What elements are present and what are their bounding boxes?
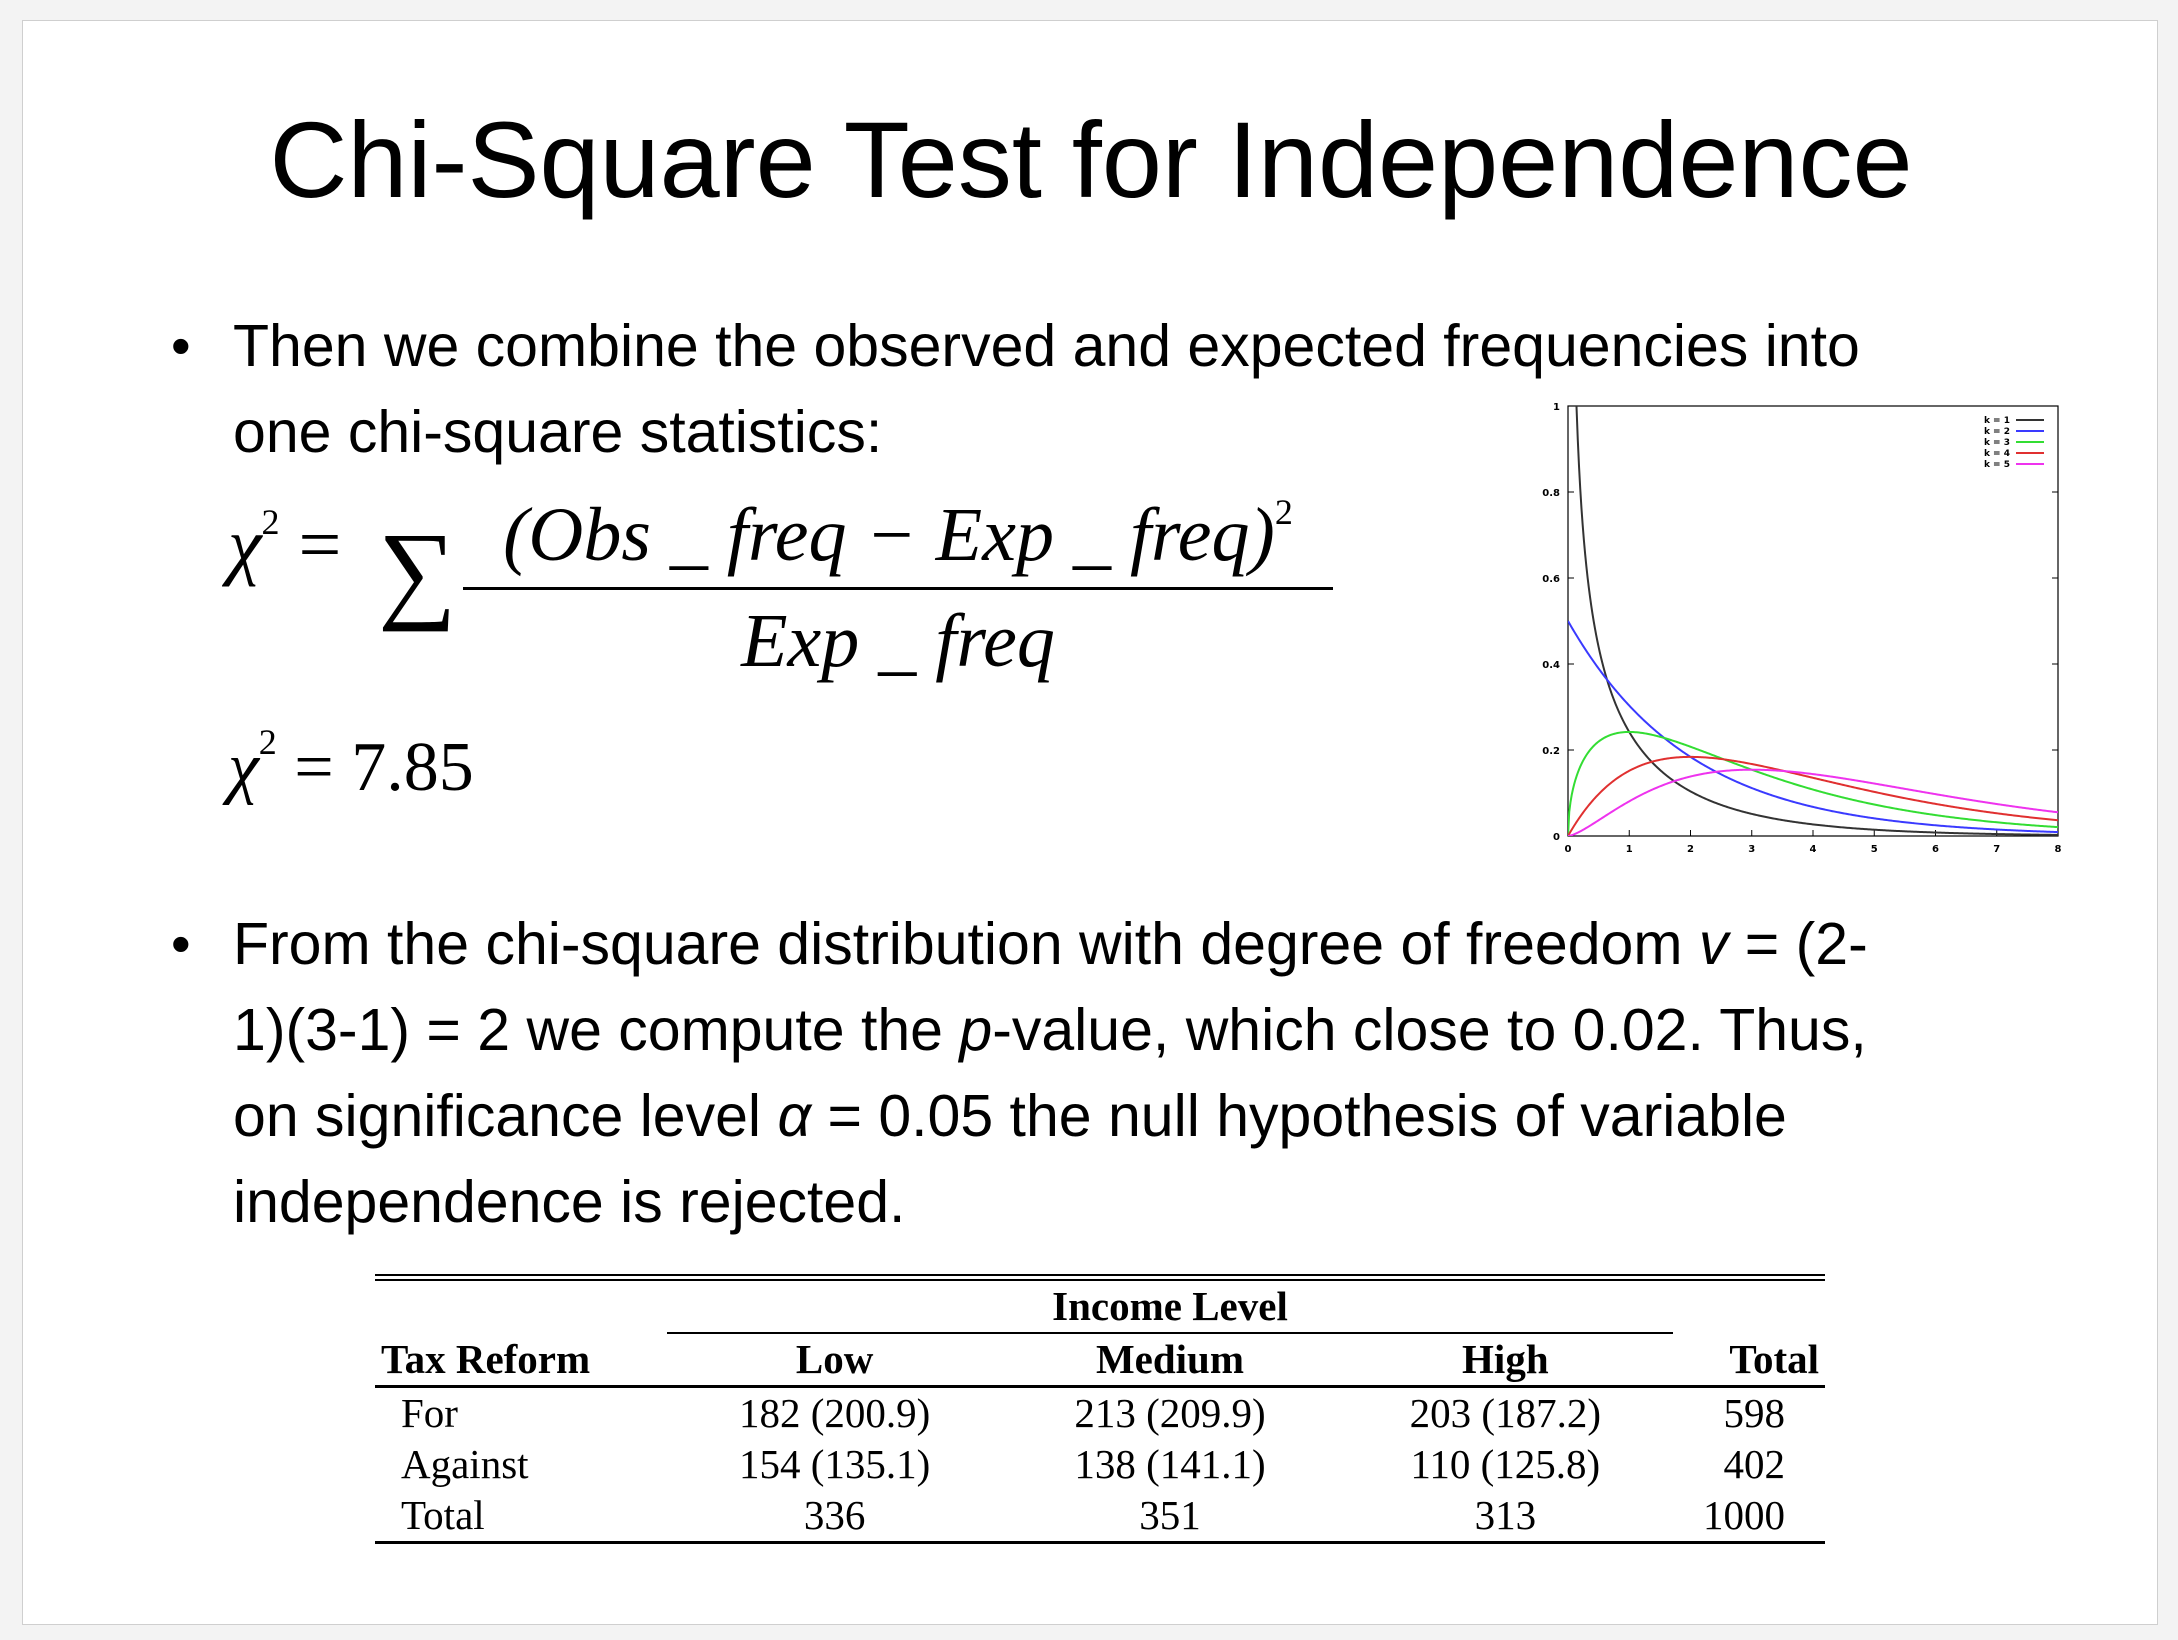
x-tick-label: 1 (1626, 844, 1633, 855)
bullet-2-line-3: on significance level α = 0.05 the null … (233, 1073, 2113, 1159)
table-header-row: Tax Reform Low Medium High Total (375, 1333, 1825, 1387)
cell: 402 (1723, 1441, 1786, 1487)
cell: 598 (1723, 1390, 1786, 1436)
chi-square-distribution-chart: 0 1 2 3 4 5 6 7 800.20.40.60.81k = 1k = 2k = 3k … (1542, 402, 2062, 855)
y-tick-label: 1 (1553, 402, 1560, 413)
x-tick-label: 6 (1932, 844, 1939, 855)
bullet-2-line-4: independence is rejected. (233, 1169, 906, 1235)
cell: 138 (141.1) (1074, 1441, 1266, 1487)
x-tick-label: 8 (2055, 844, 2062, 855)
header-high: High (1462, 1336, 1549, 1382)
y-tick-label: 0.4 (1542, 660, 1560, 671)
row-label: Against (401, 1441, 529, 1487)
formula-numerator: (Obs _ freq − Exp _ freq)2 (463, 491, 1333, 579)
x-tick-label: 2 (1687, 844, 1694, 855)
b2-l3a: on significance level (233, 1083, 778, 1149)
slide-title: Chi-Square Test for Independence (269, 99, 1913, 220)
cell: 351 (1139, 1492, 1201, 1538)
bullet-1-line-2: one chi-square statistics: (233, 399, 883, 465)
y-tick-label: 0 (1553, 832, 1560, 843)
chi-symbol-2: χ (228, 729, 259, 806)
table-group-header-row: Income Level (375, 1274, 1825, 1334)
b2-l2a: 1)(3-1) = 2 we compute the (233, 997, 960, 1063)
bullet-dot: • (171, 314, 191, 377)
x-tick-label: 3 (1748, 844, 1755, 855)
legend-label: k = 4 (1984, 449, 2010, 459)
header-low: Low (795, 1336, 874, 1382)
denominator-text: Exp _ freq (741, 599, 1055, 683)
chi-symbol: χ (228, 503, 262, 587)
y-tick-label: 0.2 (1542, 746, 1560, 757)
formula-fraction: (Obs _ freq − Exp _ freq)2 Exp _ freq (463, 491, 1333, 685)
bullet-2-line-2: 1)(3-1) = 2 we compute the p-value, whic… (233, 987, 2113, 1073)
b2-l1a: From the chi-square distribution with de… (233, 911, 1699, 977)
chi-exponent-2: 2 (258, 722, 277, 762)
bullet-1-line-1: Then we combine the observed and expecte… (233, 313, 1860, 379)
fraction-bar (463, 587, 1333, 590)
cell: 213 (209.9) (1074, 1390, 1266, 1436)
table-row: For 182 (200.9) 213 (209.9) 203 (187.2) … (375, 1387, 1825, 1440)
numerator-exponent: 2 (1274, 492, 1293, 532)
legend-label: k = 5 (1984, 460, 2010, 470)
numerator-text: (Obs _ freq − Exp _ freq) (503, 493, 1275, 577)
row-label: For (401, 1390, 458, 1436)
contingency-table: Income Level Tax Reform Low Medium High … (375, 1274, 1825, 1544)
cell: 154 (135.1) (739, 1441, 931, 1487)
bullet-dot-2: • (171, 912, 191, 975)
table-row: Against 154 (135.1) 138 (141.1) 110 (125… (375, 1439, 1825, 1490)
empty-cell (375, 1274, 667, 1333)
cell: 1000 (1703, 1492, 1785, 1538)
cell: 182 (200.9) (739, 1390, 931, 1436)
legend-label: k = 3 (1984, 438, 2010, 448)
bullet-1: • Then we combine the observed and expec… (171, 303, 2083, 475)
sigma-symbol: ∑ (378, 510, 457, 632)
chi-exponent: 2 (261, 502, 280, 542)
b2-l2b: -value, which close to 0.02. Thus, (992, 997, 1867, 1063)
plot-frame (1567, 405, 2059, 837)
b2-p: p (959, 997, 993, 1063)
b2-l3b: = 0.05 the null hypothesis of variable (811, 1083, 1787, 1149)
legend-label: k = 1 (1984, 416, 2010, 426)
cell: 203 (187.2) (1409, 1390, 1601, 1436)
row-label: Total (401, 1492, 485, 1538)
b2-l1b: = (2- (1728, 911, 1868, 977)
bullet-2-line-1: From the chi-square distribution with de… (233, 901, 2113, 987)
series-line-1 (1575, 406, 2058, 836)
cell: 336 (803, 1492, 866, 1538)
x-tick-label: 5 (1871, 844, 1878, 855)
series-line-5 (1568, 768, 2058, 836)
series-line-4 (1568, 755, 2058, 836)
bullet-2: • From the chi-square distribution with … (171, 901, 2113, 1245)
chi-value: χ2 = 7.85 (228, 721, 474, 808)
y-tick-label: 0.8 (1542, 488, 1560, 499)
chi-result: = 7.85 (294, 729, 474, 806)
b2-alpha: α (777, 1083, 812, 1149)
formula-equals: = (298, 503, 342, 587)
header-total: Total (1729, 1335, 1819, 1382)
header-medium: Medium (1095, 1336, 1245, 1382)
y-tick-label: 0.6 (1542, 574, 1560, 585)
formula-denominator: Exp _ freq (463, 598, 1333, 685)
cell: 313 (1474, 1492, 1537, 1538)
series-line-2 (1568, 620, 2058, 834)
legend-label: k = 2 (1984, 427, 2010, 437)
b2-v: v (1698, 911, 1729, 977)
table-row: Total 336 351 313 1000 (375, 1490, 1825, 1543)
empty-cell (1673, 1274, 1825, 1333)
formula-lhs: χ2 = (228, 501, 341, 589)
header-tax-reform: Tax Reform (381, 1335, 591, 1382)
x-tick-label: 0 (1565, 844, 1572, 855)
x-tick-label: 4 (1810, 844, 1817, 855)
group-header: Income Level (667, 1274, 1673, 1334)
slide: Chi-Square Test for Independence • Then … (22, 20, 2158, 1625)
cell: 110 (125.8) (1410, 1441, 1601, 1487)
series-line-3 (1568, 730, 2058, 836)
x-tick-label: 7 (1993, 844, 2000, 855)
